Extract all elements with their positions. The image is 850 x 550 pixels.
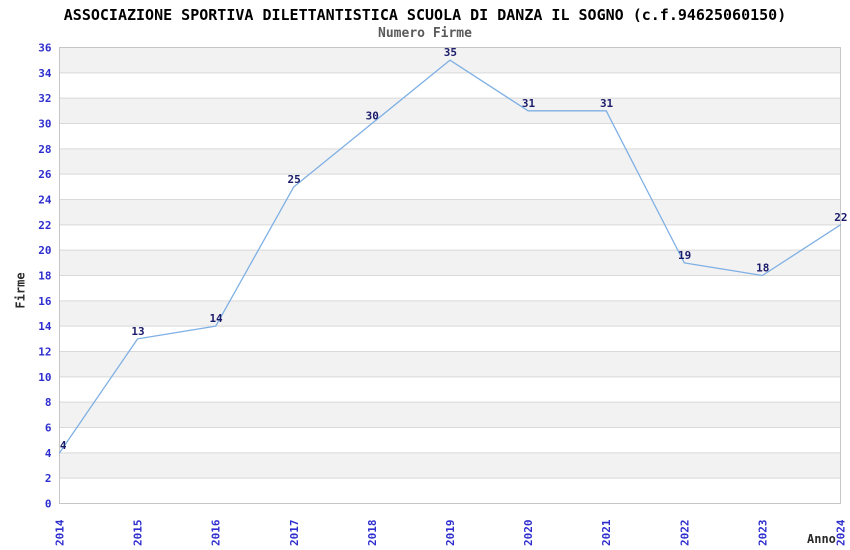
y-tick-label: 10 bbox=[38, 371, 51, 384]
point-label: 19 bbox=[678, 249, 691, 262]
point-label: 14 bbox=[209, 312, 223, 325]
y-tick-label: 8 bbox=[45, 396, 52, 409]
plot-band bbox=[59, 300, 841, 327]
y-tick-label: 4 bbox=[45, 447, 52, 460]
x-tick-label: 2016 bbox=[210, 519, 223, 546]
y-tick-label: 2 bbox=[45, 472, 52, 485]
plot-band bbox=[59, 98, 841, 124]
y-tick-label: 16 bbox=[38, 295, 52, 308]
y-tick-label: 6 bbox=[45, 422, 52, 435]
point-label: 31 bbox=[522, 97, 536, 110]
x-tick-label: 2019 bbox=[444, 520, 457, 547]
y-tick-label: 14 bbox=[38, 320, 52, 333]
y-tick-label: 12 bbox=[38, 346, 51, 359]
point-label: 35 bbox=[444, 46, 457, 59]
point-label: 13 bbox=[131, 325, 144, 338]
y-tick-label: 28 bbox=[38, 143, 51, 156]
point-label: 18 bbox=[756, 262, 769, 275]
plot-band bbox=[59, 402, 841, 428]
y-tick-label: 36 bbox=[38, 42, 52, 55]
x-tick-label: 2020 bbox=[522, 520, 535, 547]
x-tick-label: 2022 bbox=[678, 520, 691, 547]
y-tick-label: 32 bbox=[38, 92, 51, 105]
plot-band bbox=[59, 452, 841, 479]
x-tick-label: 2021 bbox=[600, 519, 613, 546]
y-tick-label: 18 bbox=[38, 270, 51, 283]
y-tick-label: 26 bbox=[38, 168, 52, 181]
plot-band bbox=[59, 199, 841, 225]
point-label: 22 bbox=[834, 211, 847, 224]
plot-band bbox=[59, 250, 841, 276]
chart-subtitle: Numero Firme bbox=[378, 26, 472, 41]
point-label: 31 bbox=[600, 97, 614, 110]
y-tick-label: 30 bbox=[38, 118, 51, 131]
series-line bbox=[58, 59, 842, 454]
x-axis-title: Anno bbox=[807, 532, 836, 546]
point-label: 30 bbox=[366, 110, 379, 123]
point-label: 25 bbox=[288, 173, 301, 186]
y-tick-label: 34 bbox=[38, 67, 52, 80]
x-tick-label: 2017 bbox=[288, 520, 301, 547]
y-tick-label: 0 bbox=[45, 498, 52, 511]
plot-border bbox=[59, 47, 841, 504]
y-tick-label: 20 bbox=[38, 244, 51, 257]
x-tick-label: 2014 bbox=[54, 519, 67, 546]
plot-band bbox=[59, 351, 841, 377]
x-tick-label: 2018 bbox=[366, 520, 379, 547]
plot-band bbox=[59, 148, 841, 175]
y-tick-label: 24 bbox=[38, 194, 52, 207]
x-tick-label: 2024 bbox=[835, 519, 848, 546]
chart-title: ASSOCIAZIONE SPORTIVA DILETTANTISTICA SC… bbox=[63, 6, 787, 24]
x-tick-label: 2023 bbox=[756, 520, 769, 547]
y-tick-label: 22 bbox=[38, 219, 51, 232]
x-tick-label: 2015 bbox=[132, 520, 145, 547]
point-label: 4 bbox=[60, 439, 67, 452]
